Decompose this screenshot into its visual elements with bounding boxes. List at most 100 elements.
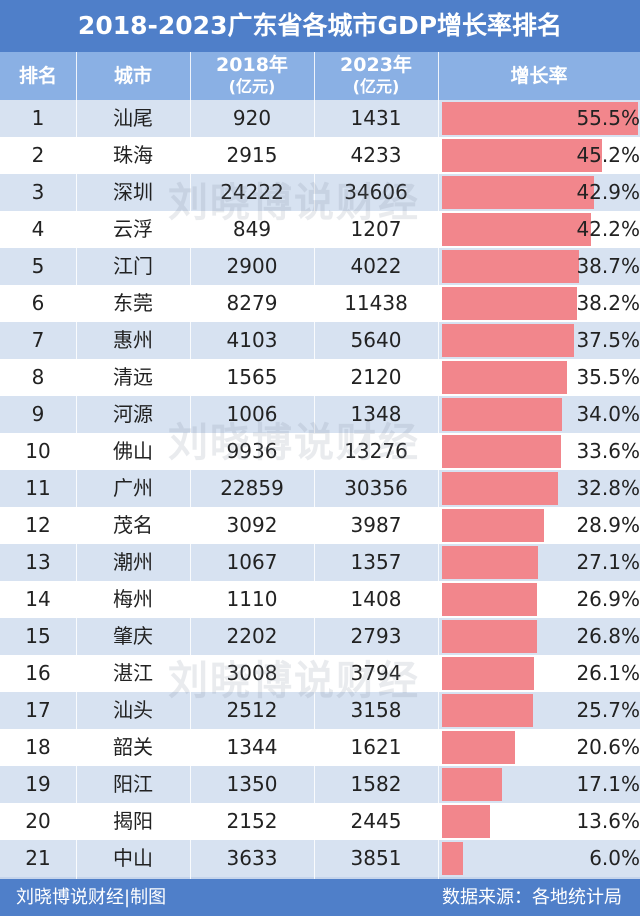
table-row: 6 东莞 8279 11438 38.2%	[0, 285, 640, 322]
gdp-2023-cell: 2120	[350, 365, 402, 389]
gdp-2018-cell: 1006	[226, 402, 278, 426]
rank-cell: 6	[31, 291, 45, 315]
gdp-table: 排名 城市 2018年 (亿元) 2023年 (亿元) 增长率 1 汕尾 920 14…	[0, 52, 640, 914]
city-cell: 潮州	[113, 550, 153, 574]
header-2018-unit: (亿元)	[228, 77, 276, 96]
growth-bar	[442, 731, 515, 764]
table-row: 11 广州 22859 30356 32.8%	[0, 470, 640, 507]
table-row: 3 深圳 24222 34606 42.9%	[0, 174, 640, 211]
growth-cell: 37.5%	[438, 322, 640, 359]
table-row: 2 珠海 2915 4233 45.2%	[0, 137, 640, 174]
growth-value: 38.7%	[576, 254, 640, 278]
city-cell: 阳江	[113, 772, 153, 796]
watermark: 刘晓博说财经	[168, 180, 420, 226]
table-row: 14 梅州 1110 1408 26.9%	[0, 581, 640, 618]
gdp-2018-cell: 849	[232, 217, 272, 241]
growth-cell: 28.9%	[438, 507, 640, 544]
growth-value: 27.1%	[576, 550, 640, 574]
table-row: 5 江门 2900 4022 38.7%	[0, 248, 640, 285]
footer: 刘晓博说财经|制图 数据来源：各地统计局	[0, 879, 640, 916]
gdp-2023-cell: 3158	[350, 698, 402, 722]
gdp-2018-cell: 2512	[226, 698, 278, 722]
gdp-2018-cell: 8279	[226, 291, 278, 315]
growth-value: 35.5%	[576, 365, 640, 389]
growth-bar	[442, 546, 538, 579]
growth-cell: 42.9%	[438, 174, 640, 211]
rank-cell: 20	[25, 809, 51, 833]
header-2023-label: 2023年	[340, 54, 412, 76]
table-row: 10 佛山 9936 13276 33.6%	[0, 433, 640, 470]
city-cell: 肇庆	[113, 624, 153, 648]
growth-bar	[442, 324, 575, 357]
growth-bar	[442, 768, 503, 801]
gdp-2023-cell: 1431	[350, 106, 402, 130]
rank-cell: 19	[25, 772, 51, 796]
rank-cell: 9	[31, 402, 45, 426]
gdp-2018-cell: 2915	[226, 143, 278, 167]
table-row: 20 揭阳 2152 2445 13.6%	[0, 803, 640, 840]
growth-bar	[442, 102, 638, 135]
growth-value: 17.1%	[576, 772, 640, 796]
city-cell: 湛江	[113, 661, 153, 685]
rank-cell: 17	[25, 698, 51, 722]
city-cell: 中山	[113, 846, 153, 870]
growth-cell: 27.1%	[438, 544, 640, 581]
rank-cell: 16	[25, 661, 51, 685]
city-cell: 云浮	[113, 217, 153, 241]
growth-bar	[442, 657, 535, 690]
header-rank: 排名	[0, 52, 76, 100]
rank-cell: 8	[31, 365, 45, 389]
table-row: 13 潮州 1067 1357 27.1%	[0, 544, 640, 581]
gdp-2018-cell: 2900	[226, 254, 278, 278]
table-header: 排名 城市 2018年 (亿元) 2023年 (亿元) 增长率	[0, 52, 640, 100]
gdp-2023-cell: 2793	[350, 624, 402, 648]
table-row: 8 清远 1565 2120 35.5%	[0, 359, 640, 396]
growth-cell: 17.1%	[438, 766, 640, 803]
rank-cell: 2	[31, 143, 45, 167]
growth-bar	[442, 139, 602, 172]
watermark: 刘晓博说财经	[168, 658, 420, 704]
growth-cell: 33.6%	[438, 433, 640, 470]
gdp-2023-cell: 1408	[350, 587, 402, 611]
city-cell: 江门	[113, 254, 153, 278]
gdp-2018-cell: 4103	[226, 328, 278, 352]
growth-bar	[442, 398, 563, 431]
gdp-2023-cell: 3987	[350, 513, 402, 537]
gdp-2023-cell: 4022	[350, 254, 402, 278]
growth-cell: 42.2%	[438, 211, 640, 248]
growth-value: 33.6%	[576, 439, 640, 463]
growth-value: 26.8%	[576, 624, 640, 648]
growth-value: 38.2%	[576, 291, 640, 315]
gdp-2018-cell: 24222	[220, 180, 284, 204]
table-row: 9 河源 1006 1348 34.0%	[0, 396, 640, 433]
rank-cell: 12	[25, 513, 51, 537]
growth-cell: 25.7%	[438, 692, 640, 729]
growth-cell: 32.8%	[438, 470, 640, 507]
growth-bar	[442, 176, 594, 209]
table-row: 15 肇庆 2202 2793 26.8%	[0, 618, 640, 655]
growth-cell: 55.5%	[438, 100, 640, 137]
growth-bar	[442, 435, 561, 468]
growth-value: 45.2%	[576, 143, 640, 167]
growth-bar	[442, 620, 537, 653]
rank-cell: 10	[25, 439, 51, 463]
rank-cell: 21	[25, 846, 51, 870]
growth-cell: 26.1%	[438, 655, 640, 692]
city-cell: 河源	[113, 402, 153, 426]
growth-bar	[442, 583, 537, 616]
table-row: 12 茂名 3092 3987 28.9%	[0, 507, 640, 544]
growth-cell: 38.2%	[438, 285, 640, 322]
growth-bar	[442, 509, 545, 542]
city-cell: 广州	[113, 476, 153, 500]
city-cell: 惠州	[113, 328, 153, 352]
gdp-2018-cell: 1344	[226, 735, 278, 759]
growth-cell: 6.0%	[438, 840, 640, 877]
growth-cell: 20.6%	[438, 729, 640, 766]
gdp-2018-cell: 1565	[226, 365, 278, 389]
growth-value: 26.9%	[576, 587, 640, 611]
rank-cell: 5	[31, 254, 45, 278]
growth-value: 55.5%	[576, 106, 640, 130]
gdp-2018-cell: 1067	[226, 550, 278, 574]
growth-cell: 26.8%	[438, 618, 640, 655]
